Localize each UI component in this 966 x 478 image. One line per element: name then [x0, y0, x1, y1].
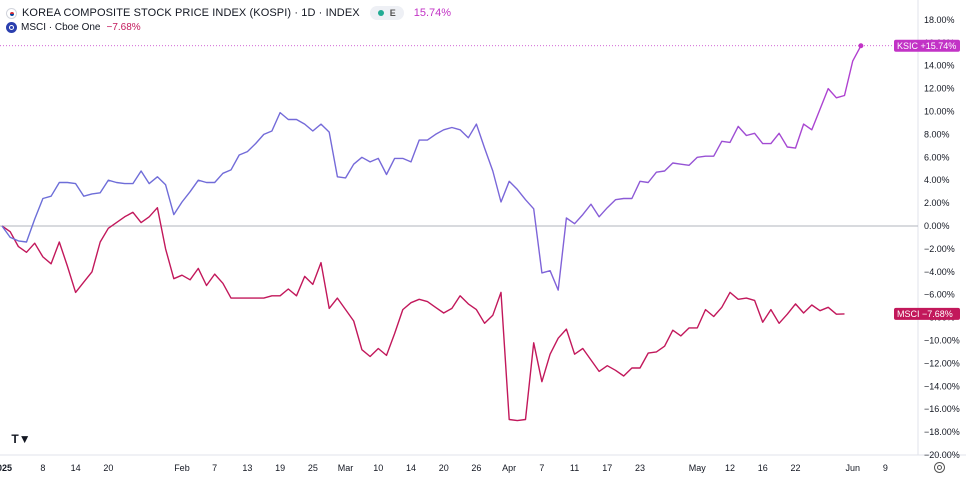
y-tick-label: 0.00% — [924, 221, 950, 231]
y-tick-label: 6.00% — [924, 152, 950, 162]
market-status-icon — [377, 10, 384, 16]
msci-price-tag-bg — [894, 307, 960, 320]
x-tick-label: Feb — [174, 463, 190, 473]
x-tick-label: 7 — [212, 463, 217, 473]
y-tick-label: 18.00% — [924, 15, 955, 25]
settings-icon[interactable] — [934, 462, 945, 473]
kospi-last-dot — [858, 43, 864, 49]
msci-price-tag-text: MSCI −7.68% — [897, 309, 953, 319]
x-tick-label: Apr — [502, 463, 516, 473]
y-tick-label: −4.00% — [924, 267, 955, 277]
msci-change: −7.68% — [106, 22, 141, 33]
msci-label[interactable]: MSCI · Cboe One — [21, 22, 101, 33]
x-tick-label: 19 — [275, 463, 285, 473]
kospi-price-tag-bg — [894, 39, 960, 52]
legend-main: KOREA COMPOSITE STOCK PRICE INDEX (KOSPI… — [6, 6, 451, 20]
x-tick-label: 14 — [71, 463, 81, 473]
x-tick-label: 23 — [635, 463, 645, 473]
x-tick-label: 26 — [471, 463, 481, 473]
msci-series-line — [1, 207, 845, 422]
y-tick-label: 12.00% — [924, 84, 955, 94]
tradingview-logo-icon[interactable]: T▼ — [11, 432, 31, 446]
y-tick-label: 10.00% — [924, 107, 955, 117]
x-tick-label: 20 — [439, 463, 449, 473]
kospi-price-tag: KSIC +15.74% — [894, 39, 960, 52]
y-tick-label: 8.00% — [924, 129, 950, 139]
x-tick-label: 16 — [758, 463, 768, 473]
y-tick-label: −18.00% — [924, 427, 960, 437]
y-tick-label: −2.00% — [924, 244, 955, 254]
x-tick-label: Jun — [845, 463, 860, 473]
x-tick-label: 25 — [308, 463, 318, 473]
legend-compare: MSCI · Cboe One −7.68% — [6, 22, 141, 33]
kospi-series-line — [1, 45, 862, 291]
x-tick-label: 7 — [539, 463, 544, 473]
exchange-pill[interactable]: E — [369, 6, 404, 20]
x-tick-label: Mar — [338, 463, 354, 473]
x-tick-label: 9 — [883, 463, 888, 473]
x-tick-label: May — [689, 463, 707, 473]
x-tick-label: 8 — [40, 463, 45, 473]
y-tick-label: −20.00% — [924, 450, 960, 460]
x-tick-label: 11 — [570, 463, 579, 473]
msci-price-tag: MSCI −7.68% — [894, 307, 960, 320]
korea-flag-icon — [6, 7, 17, 19]
y-tick-label: −12.00% — [924, 358, 960, 368]
x-tick-label: 14 — [406, 463, 416, 473]
symbol-title[interactable]: KOREA COMPOSITE STOCK PRICE INDEX (KOSPI… — [22, 7, 360, 19]
kospi-price-tag-text: KSIC +15.74% — [897, 41, 956, 51]
y-tick-label: −16.00% — [924, 404, 960, 414]
x-tick-label: 2025 — [0, 463, 12, 473]
x-tick-label: 22 — [790, 463, 800, 473]
x-tick-label: 12 — [725, 463, 735, 473]
y-tick-label: −6.00% — [924, 290, 955, 300]
x-tick-label: 13 — [242, 463, 252, 473]
y-tick-label: 2.00% — [924, 198, 950, 208]
kospi-change: 15.74% — [413, 7, 452, 19]
y-tick-label: 14.00% — [924, 61, 955, 71]
x-tick-label: 20 — [103, 463, 113, 473]
x-tick-label: 10 — [373, 463, 383, 473]
exchange-pill-label: E — [389, 8, 396, 18]
msci-logo-icon — [6, 22, 17, 33]
y-tick-label: −10.00% — [924, 336, 960, 346]
y-tick-label: −14.00% — [924, 381, 960, 391]
y-tick-label: 4.00% — [924, 175, 950, 185]
x-tick-label: 17 — [602, 463, 612, 473]
